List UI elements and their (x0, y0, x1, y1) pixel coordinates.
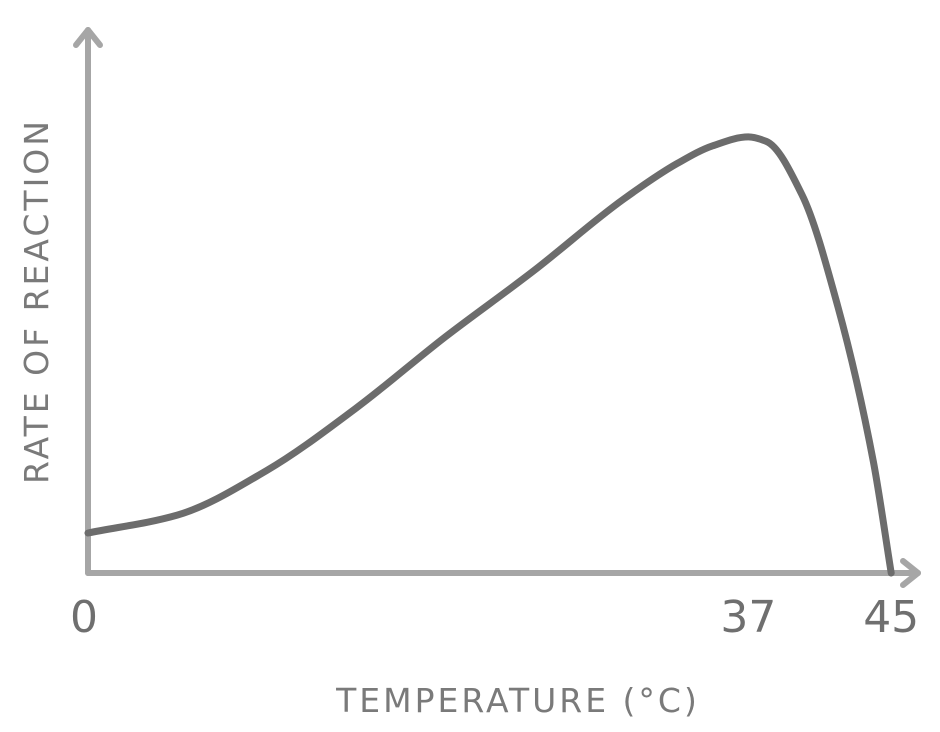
y-axis-arrowhead (73, 27, 103, 48)
x-axis-arrowhead (900, 558, 921, 588)
x-tick-label-45: 45 (863, 592, 919, 643)
curve-layer (84, 133, 895, 577)
x-tick-label-37: 37 (720, 592, 776, 643)
axes (73, 27, 921, 588)
y-axis-title: RATE OF REACTION (17, 118, 56, 484)
x-tick-label-0: 0 (70, 592, 98, 643)
x-axis-title: TEMPERATURE (°C) (335, 681, 700, 720)
x-tick-labels: 0 37 45 (70, 592, 919, 643)
rate-curve (84, 133, 895, 577)
